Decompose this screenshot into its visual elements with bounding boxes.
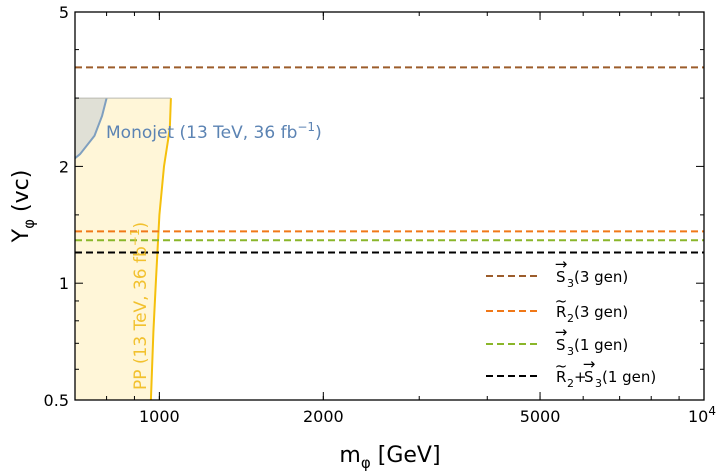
x-axis-title: mφ [GeV] (339, 443, 440, 472)
legend-3-base: S (556, 336, 566, 354)
legend-label-4: R2+S3(1 gen) (556, 368, 656, 390)
x-axis-title-unit: [GeV] (371, 443, 441, 468)
legend-suffix: (1 gen) (602, 368, 656, 386)
annotations: Monojet (13 TeV, 36 fb−1)PP (13 TeV, 36 … (106, 120, 322, 390)
legend-suffix-1: (3 gen) (574, 268, 628, 286)
plot-frame (74, 11, 705, 401)
legend-label-1: S3(3 gen) (556, 268, 628, 290)
legend-s-sub: 3 (595, 377, 602, 390)
x-tick-label-base: 10 (688, 407, 708, 426)
x-tick-label: 1000 (139, 407, 180, 426)
axis-titles: mφ [GeV]Yφ (vc) (9, 170, 441, 472)
legend-r-base: R (556, 368, 566, 386)
legend-1-sub: 3 (567, 277, 574, 290)
y-tick-label: 0.5 (44, 391, 69, 410)
legend-suffix-3: (1 gen) (574, 336, 628, 354)
legend-1-vector-accent: → (555, 255, 568, 273)
legend-r-tilde-accent: ~ (555, 357, 568, 375)
exclusion-regions (74, 97, 172, 401)
annotation-monojet-close: ) (315, 123, 322, 143)
x-tick-label: 5000 (520, 407, 561, 426)
annotation-pp: PP (13 TeV, 36 fb−1) (128, 222, 151, 390)
region-pp-fill (75, 98, 171, 400)
legend-2-base: R (556, 303, 566, 321)
x-tick-label-base: 5000 (520, 407, 561, 426)
x-tick-label: 104 (688, 404, 716, 426)
y-tick-label: 1 (59, 274, 69, 293)
annotation-pp-sup: −1 (128, 229, 142, 247)
legend-s-vector-accent: → (583, 355, 596, 373)
legend-r-sub: 2 (567, 377, 574, 390)
region-monojet-fill (75, 98, 107, 159)
x-tick-label-base: 2000 (303, 407, 344, 426)
annotation-monojet-text: Monojet (13 TeV, 36 fb (106, 123, 297, 143)
x-tick-label-exponent: 4 (708, 404, 716, 418)
region-monojet-boundary (74, 97, 108, 159)
x-tick-label-base: 1000 (139, 407, 180, 426)
legend-3-vector-accent: → (555, 323, 568, 341)
legend: S3(3 gen)→R2(3 gen)~S3(1 gen)→R2+S3(1 ge… (486, 255, 656, 390)
legend-2-tilde-accent: ~ (555, 292, 568, 310)
legend-label-3: S3(1 gen) (556, 336, 628, 358)
legend-plus: + (574, 368, 587, 386)
x-tick-label: 2000 (303, 407, 344, 426)
legend-label-2: R2(3 gen) (556, 303, 628, 325)
y-axis-title-unit: (vc) (9, 170, 34, 219)
annotation-monojet: Monojet (13 TeV, 36 fb−1) (106, 120, 322, 143)
annotation-pp-close: ) (131, 222, 151, 229)
y-axis-title-sub: φ (20, 219, 38, 229)
legend-suffix-2: (3 gen) (574, 303, 628, 321)
x-axis-title-sub: φ (361, 454, 371, 472)
y-axis-title-base: Y (9, 228, 34, 243)
annotation-monojet-sup: −1 (297, 120, 315, 134)
y-axis-title: Yφ (vc) (9, 170, 38, 244)
annotation-pp-text: PP (13 TeV, 36 fb (131, 246, 151, 390)
y-tick-label: 2 (59, 157, 69, 176)
y-tick-label: 5 (59, 3, 69, 22)
legend-2-sub: 2 (567, 312, 574, 325)
series-lines (75, 66, 704, 254)
legend-s-base: S (584, 368, 594, 386)
legend-1-base: S (556, 268, 566, 286)
tick-labels: 1000 2000 5000 104 0.5 1 2 5 (44, 3, 716, 426)
region-pp-boundary (149, 98, 172, 401)
legend-3-sub: 3 (567, 345, 574, 358)
x-axis-title-base: m (339, 443, 360, 468)
